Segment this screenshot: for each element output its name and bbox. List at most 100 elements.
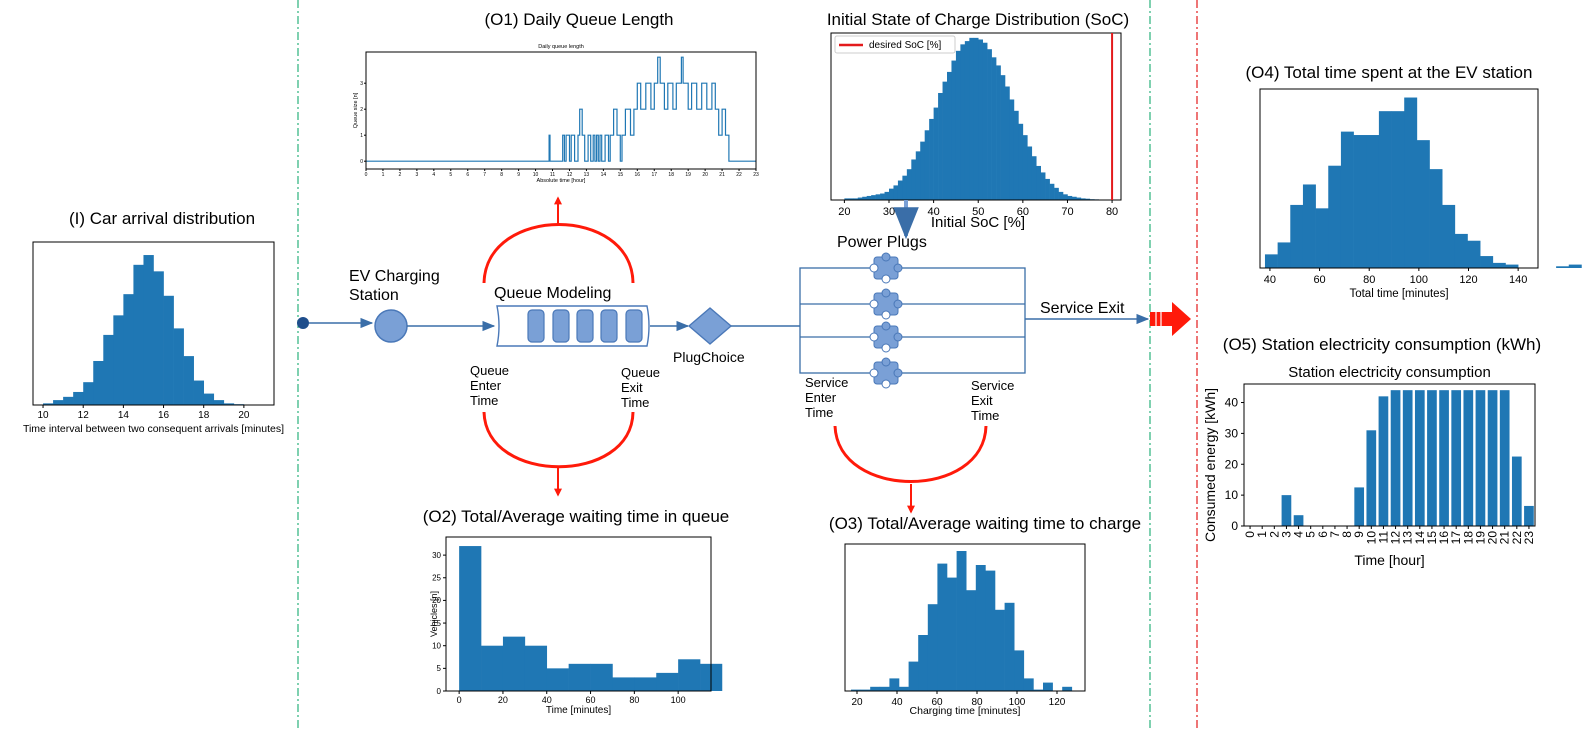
histogram-bar <box>1018 123 1024 200</box>
chart-total-time: 40 60 80 100 120 140 Total time [minutes] <box>1259 88 1582 300</box>
histogram-bar <box>860 689 871 691</box>
x-tick-label: 120 <box>1459 274 1477 286</box>
histogram-bar <box>1036 165 1041 200</box>
x-tick-label: 19 <box>1473 531 1487 545</box>
histogram-bar <box>1027 146 1033 200</box>
x-tick-label: 60 <box>931 697 943 708</box>
x-tick-label: 0 <box>1243 531 1257 538</box>
y-tick-label: 30 <box>432 551 441 560</box>
histogram-bar <box>1264 254 1278 268</box>
x-tick-label: 80 <box>1363 274 1375 286</box>
x-tick-label: 0 <box>457 695 462 705</box>
histogram-bar <box>975 565 986 691</box>
title-o2: (O2) Total/Average waiting time in queue <box>423 507 730 526</box>
x-tick-label: 20 <box>838 206 850 218</box>
histogram-bar <box>982 42 988 201</box>
histogram-bar <box>634 677 657 691</box>
x-tick-label: 22 <box>1510 531 1524 545</box>
x-tick-label: 60 <box>586 695 596 705</box>
chart-car-arrival: 10 12 14 16 18 20 Time interval between two co… <box>23 241 284 435</box>
histogram-bar <box>942 81 948 200</box>
histogram-bar <box>966 590 977 691</box>
histogram-bar <box>871 195 876 200</box>
x-axis-label: Time [minutes] <box>546 705 611 716</box>
histogram-bar <box>133 264 144 405</box>
histogram-bar <box>1302 184 1316 268</box>
arc-service-bottom <box>833 425 988 483</box>
x-tick-label: 7 <box>1328 531 1342 538</box>
y-tick-label: 0 <box>360 159 363 165</box>
y-tick-label: 30 <box>1225 426 1239 440</box>
chart-daily-queue: 0 1 2 3 4 5 6 7 8 9 10 11 12 13 14 15 16 17 18 19 20 21 22 2301… <box>353 44 759 184</box>
histogram-bar <box>987 49 992 200</box>
histogram-bar <box>193 380 205 405</box>
queue-slot <box>600 309 618 343</box>
source-dot <box>297 317 309 329</box>
histogram-bar <box>1505 264 1519 268</box>
histogram-bar <box>1080 198 1086 200</box>
queue-slot <box>625 309 643 343</box>
x-tick-label: 16 <box>1437 531 1451 545</box>
histogram-bar <box>43 403 54 405</box>
queue-line <box>366 56 756 162</box>
energy-bar <box>1439 390 1449 526</box>
x-axis-label: Initial SoC [%] <box>931 214 1025 231</box>
histogram-bar <box>889 188 894 200</box>
x-tick-label: 60 <box>1017 206 1029 218</box>
histogram-bar <box>1071 196 1077 200</box>
plot-frame <box>844 543 1086 692</box>
queue-exit-label: Queue Exit Time <box>621 365 664 410</box>
x-tick-label: 40 <box>542 695 552 705</box>
x-tick-label: 40 <box>891 697 903 708</box>
x-tick-label: 14 <box>1413 531 1427 545</box>
x-tick-label: 20 <box>851 697 863 708</box>
queue-slot <box>576 309 594 343</box>
x-tick-label: 80 <box>971 697 983 708</box>
energy-bar <box>1511 456 1522 526</box>
x-axis-label: Charging time [minutes] <box>910 705 1021 717</box>
histogram-bar <box>1023 678 1034 691</box>
queue-modeling-label: Queue Modeling <box>494 285 611 302</box>
x-tick-label: 5 <box>449 172 452 178</box>
x-tick-label: 6 <box>1316 531 1330 538</box>
histogram-bar <box>960 44 966 200</box>
histogram-bar <box>481 645 504 691</box>
queue-slot <box>527 309 545 343</box>
x-tick-label: 17 <box>1449 531 1463 545</box>
histogram-bar <box>1277 242 1291 268</box>
x-tick-label: 3 <box>415 172 418 178</box>
plug-icon <box>869 288 903 320</box>
histogram-bar <box>918 635 929 691</box>
x-axis-label: Time interval between two consequent arr… <box>23 423 284 435</box>
exit-red-arrow-icon <box>1150 302 1191 336</box>
energy-bar <box>1390 390 1401 526</box>
histogram-bar <box>1480 256 1494 268</box>
histogram-bar <box>1366 135 1380 268</box>
histogram-bar <box>203 393 215 405</box>
chart-initial-soc: 20 30 40 50 60 70 80 Initial SoC [%] desired SoC… <box>830 32 1122 231</box>
histogram-bar <box>978 39 983 200</box>
plug-icon <box>869 252 903 284</box>
x-tick-label: 8 <box>1340 531 1354 538</box>
histogram-bar <box>1004 602 1015 691</box>
histogram-bar <box>964 41 970 200</box>
x-tick-label: 1 <box>1255 531 1269 538</box>
histogram-bar <box>524 645 548 691</box>
histogram-bar <box>947 71 952 200</box>
histogram-bar <box>866 195 872 200</box>
histogram-bar <box>927 604 938 691</box>
energy-bar <box>1499 390 1510 526</box>
x-axis-label: Time [hour] <box>1354 552 1424 568</box>
y-axis-label: Vehicles [n] <box>429 591 439 637</box>
y-axis-label: Consumed energy [kWh] <box>1202 388 1218 542</box>
histogram-bar <box>1353 135 1367 268</box>
y-tick-label: 15 <box>432 619 441 628</box>
queue-enter-line: Time <box>470 393 498 408</box>
histogram-bar <box>1076 197 1082 200</box>
histogram-bar <box>1442 204 1456 268</box>
histogram-bar <box>875 194 881 200</box>
histogram-bar <box>1040 172 1046 200</box>
x-tick-label: 12 <box>567 172 573 178</box>
histogram-bar <box>938 92 943 200</box>
